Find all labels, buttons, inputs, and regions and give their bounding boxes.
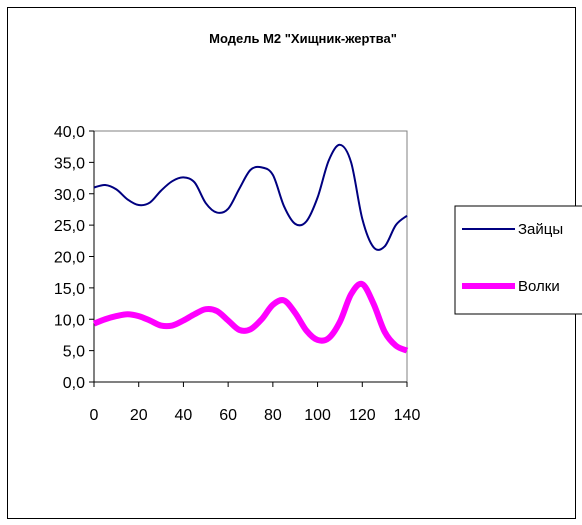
legend-label-hares: Зайцы [518,221,563,238]
x-tick-label: 40 [175,407,193,424]
x-tick-label: 20 [130,407,148,424]
series-line-hares [93,143,408,251]
y-tick-label: 20,0 [54,250,85,267]
x-tick-label: 60 [219,407,237,424]
y-tick-label: 30,0 [54,187,85,204]
axes [89,130,408,387]
series-group [92,143,409,354]
x-tick-label: 140 [394,407,421,424]
x-tick-label: 100 [304,407,331,424]
y-tick-label: 35,0 [54,155,85,172]
y-tick-label: 40,0 [54,124,85,141]
y-tick-label: 15,0 [54,281,85,298]
x-tick-label: 120 [349,407,376,424]
x-tick-label: 0 [90,407,99,424]
tick-labels: 0,0 5,0 10,0 15,0 20,0 25,0 30,0 35,0 40,0 0 20 40 6… [54,124,421,424]
y-tick-label: 10,0 [54,312,85,329]
y-tick-label: 25,0 [54,218,85,235]
legend: Зайцы Волки [454,205,582,315]
series-line-wolves [92,280,409,354]
legend-label-wolves: Волки [518,278,560,295]
y-tick-label: 5,0 [63,344,85,361]
x-tick-label: 80 [264,407,282,424]
y-tick-label: 0,0 [63,375,85,392]
chart-title: Модель М2 "Хищник-жертва" [209,31,397,46]
legend-box [454,205,582,315]
